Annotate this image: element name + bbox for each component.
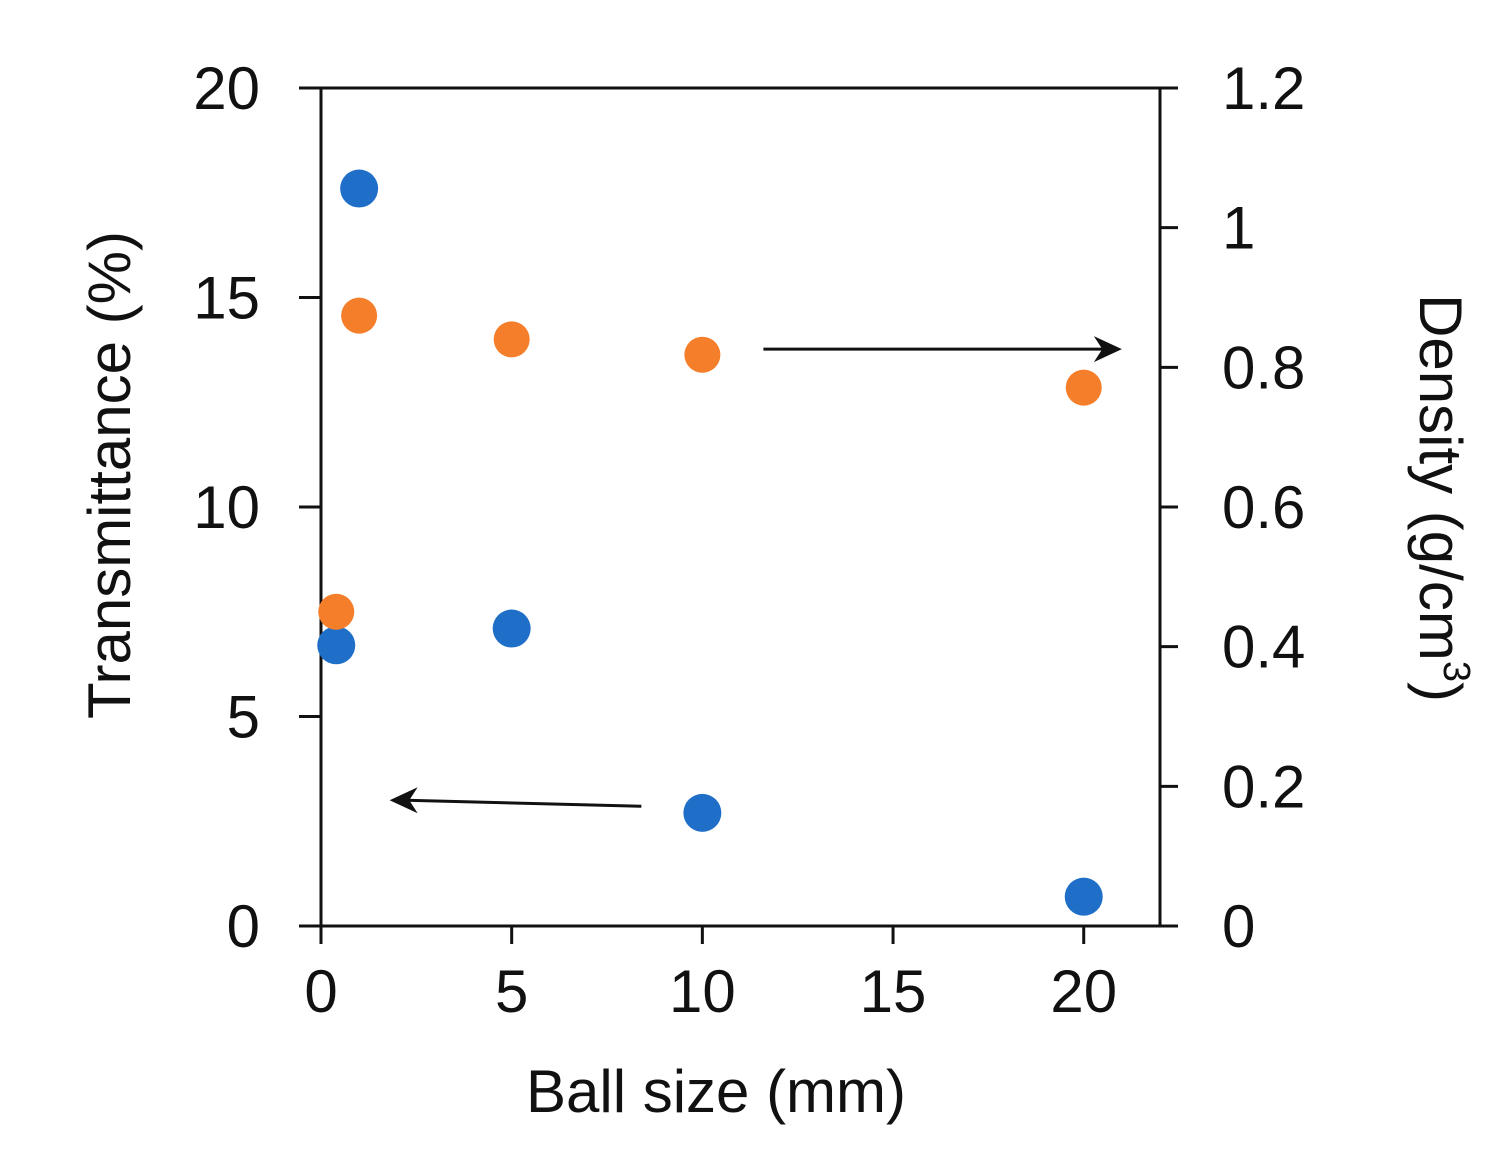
left-axis-ticks: 0 5 10 15 20: [193, 55, 321, 960]
data-points: [317, 169, 1103, 916]
transmittance-point: [492, 609, 531, 648]
arrow-head-right: [1093, 336, 1122, 363]
density-point: [493, 321, 530, 358]
x-axis-ticks: 0 5 10 15 20: [304, 926, 1117, 1025]
x-tick-label: 0: [304, 958, 337, 1025]
x-tick-label: 15: [860, 958, 927, 1025]
left-tick-label: 10: [193, 474, 260, 541]
right-tick-label: 0.8: [1222, 334, 1305, 401]
x-tick-label: 20: [1050, 958, 1117, 1025]
right-tick-label: 0.4: [1222, 614, 1305, 681]
annotation-arrows: [389, 336, 1122, 814]
transmittance-point: [683, 793, 722, 832]
x-tick-label: 5: [495, 958, 528, 1025]
right-axis-title: Density (g/cm3): [1407, 294, 1477, 702]
right-axis-title-superscript: 3: [1435, 661, 1477, 682]
left-tick-label: 5: [227, 684, 260, 751]
right-tick-label: 0.6: [1222, 474, 1305, 541]
density-point: [318, 593, 355, 630]
x-axis-title: Ball size (mm): [526, 1058, 906, 1125]
right-axis-title-main: Density (g/cm: [1407, 294, 1474, 661]
left-tick-label: 20: [193, 55, 260, 122]
density-point: [1065, 369, 1102, 406]
x-tick-label: 10: [669, 958, 736, 1025]
arrow-head-left: [389, 787, 418, 814]
density-point: [684, 336, 721, 373]
right-axis-title-close: ): [1407, 682, 1474, 702]
right-tick-label: 1: [1222, 195, 1255, 262]
right-tick-label: 0.2: [1222, 753, 1305, 820]
transmittance-point: [317, 626, 356, 665]
right-axis-ticks: 0 0.2 0.4 0.6 0.8 1 1.2: [1160, 55, 1305, 960]
density-point: [341, 297, 378, 334]
right-tick-label: 1.2: [1222, 55, 1305, 122]
right-tick-label: 0: [1222, 893, 1255, 960]
left-axis-title: Transmittance (%): [76, 231, 143, 719]
arrow-shaft-left: [406, 798, 642, 808]
left-tick-label: 0: [227, 893, 260, 960]
transmittance-point: [340, 169, 379, 208]
transmittance-point: [1064, 877, 1103, 916]
left-tick-label: 15: [193, 265, 260, 332]
